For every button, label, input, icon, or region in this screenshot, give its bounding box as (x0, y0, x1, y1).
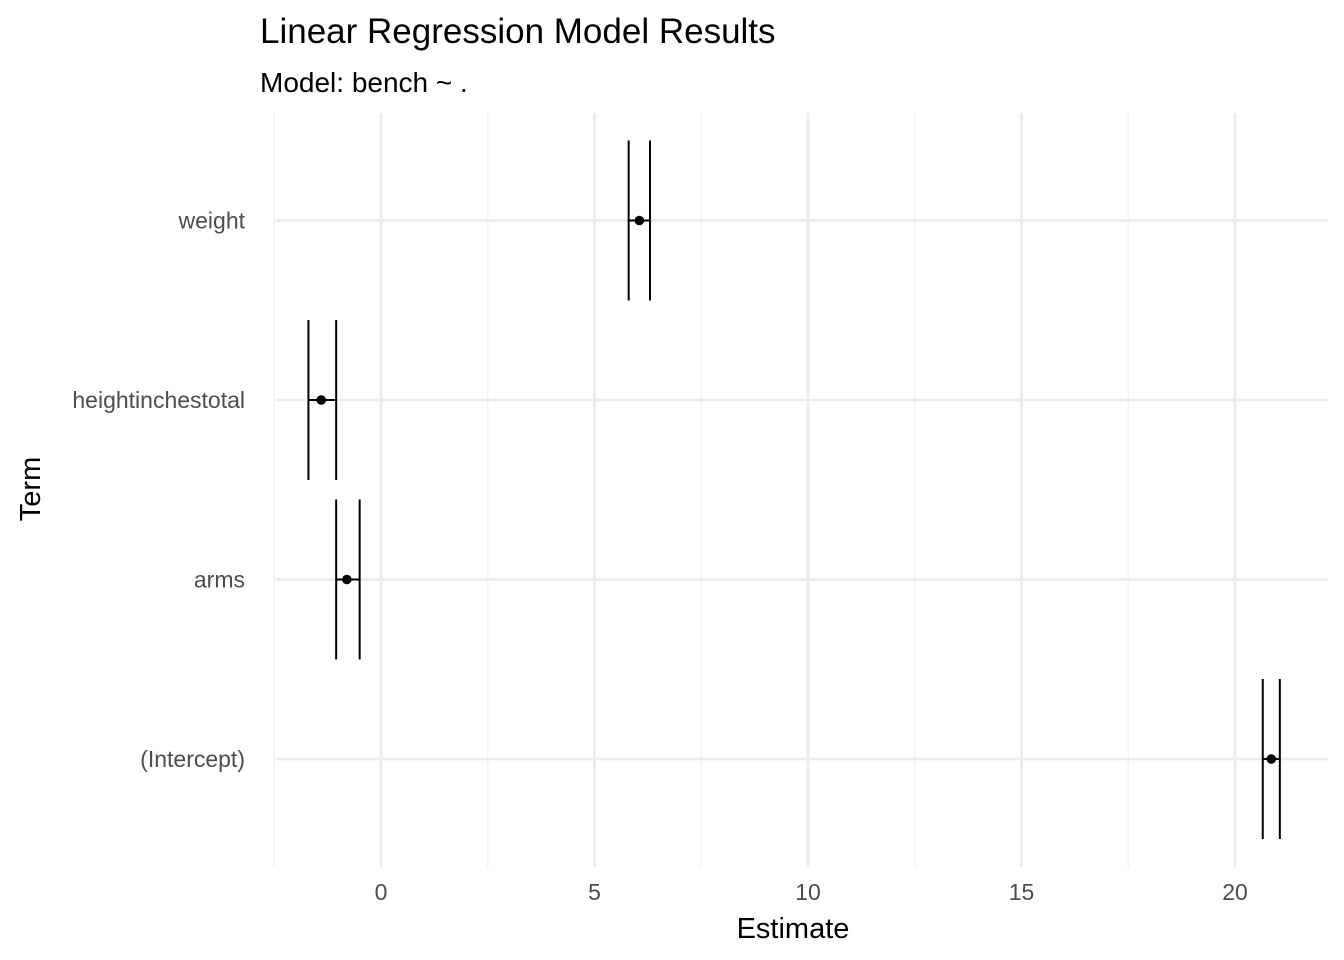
y-tick-label: (Intercept) (140, 746, 245, 772)
x-axis-ticks: 0 5 10 15 20 (375, 879, 1248, 905)
y-tick-label: heightinchestotal (72, 387, 245, 413)
estimate-point (634, 215, 645, 226)
x-tick-label: 10 (795, 879, 821, 905)
chart-subtitle: Model: bench ~ . (260, 67, 468, 98)
y-axis-ticks: (Intercept) arms heightinchestotal weight (72, 208, 245, 773)
x-tick-label: 0 (375, 879, 388, 905)
y-tick-label: weight (178, 208, 246, 234)
chart-title: Linear Regression Model Results (260, 12, 776, 51)
errorbars (307, 140, 1281, 839)
x-tick-label: 5 (588, 879, 601, 905)
estimate-point (342, 574, 352, 585)
estimate-point (1266, 754, 1277, 764)
grid (273, 113, 1328, 867)
y-axis-title: Term (15, 457, 47, 521)
points (316, 215, 1277, 764)
x-tick-label: 15 (1009, 879, 1035, 905)
x-axis-title: Estimate (737, 913, 850, 945)
estimate-point (316, 395, 327, 405)
y-tick-label: arms (194, 567, 245, 593)
x-tick-label: 20 (1222, 879, 1248, 905)
